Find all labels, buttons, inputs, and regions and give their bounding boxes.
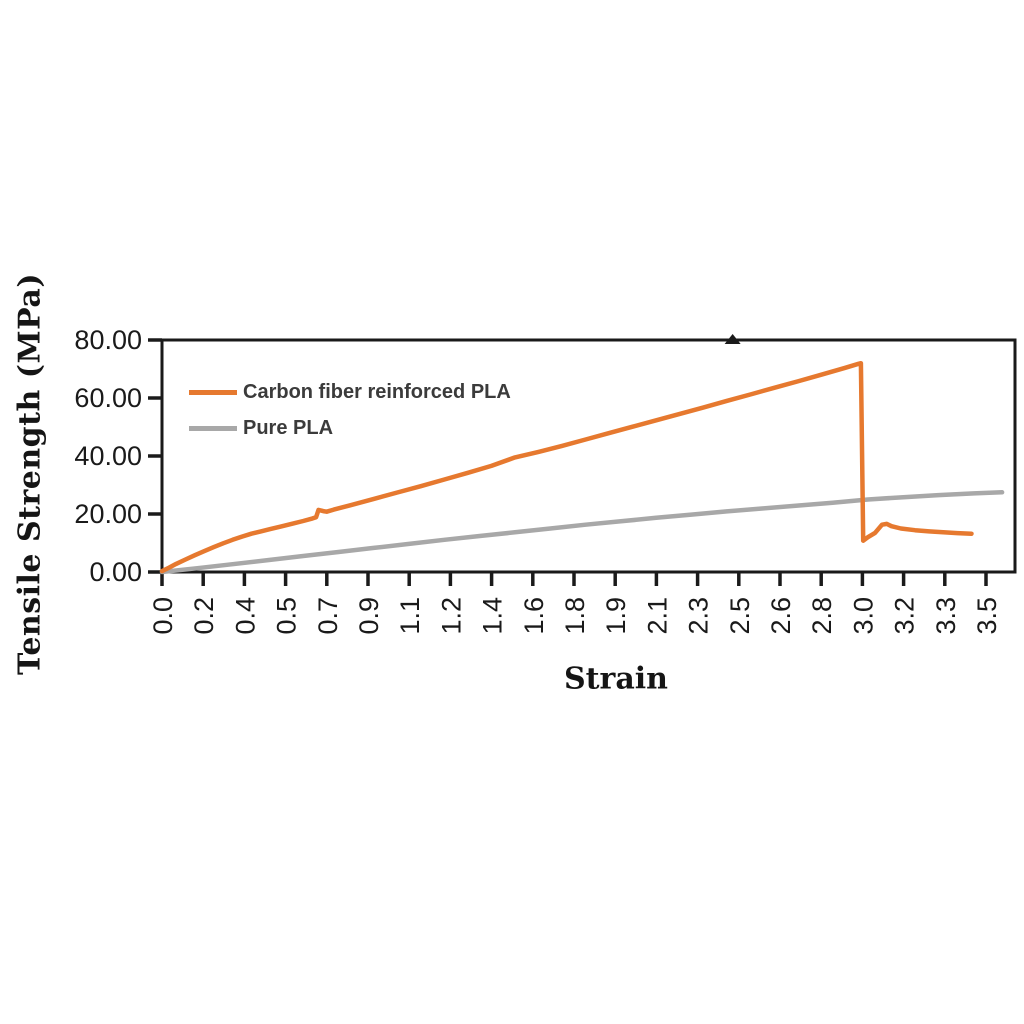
x-tick-label: 2.6	[766, 597, 796, 635]
y-axis-title: Tensile Strength (MPa)	[12, 272, 48, 676]
x-tick-label: 0.9	[354, 597, 384, 635]
x-tick-label: 3.0	[848, 597, 878, 635]
x-tick-label: 0.7	[313, 597, 343, 635]
x-tick-label: 1.2	[436, 597, 466, 635]
x-tick-label: 1.8	[560, 597, 590, 635]
legend-item-pure-pla: Pure PLA	[189, 417, 511, 440]
x-tick-label: 2.5	[725, 597, 755, 635]
legend-item-carbon-fiber: Carbon fiber reinforced PLA	[189, 381, 511, 404]
y-tick-label: 40.00	[74, 441, 142, 471]
x-tick-label: 3.2	[890, 597, 920, 635]
x-tick-label: 2.8	[807, 597, 837, 635]
x-tick-label: 2.3	[684, 597, 714, 635]
x-tick-label: 0.0	[148, 597, 178, 635]
legend: Carbon fiber reinforced PLA Pure PLA	[189, 381, 511, 440]
pure-pla-line	[159, 490, 1005, 575]
y-tick-label: 80.00	[74, 325, 142, 355]
y-tick-label: 60.00	[74, 383, 142, 413]
x-tick-label: 0.5	[272, 597, 302, 635]
x-tick-label: 1.1	[395, 597, 425, 635]
x-tick-label: 1.9	[601, 597, 631, 635]
carbon-fiber-reinforced-pla-line	[159, 360, 974, 574]
carbon-fiber-legend-line	[189, 390, 237, 395]
x-tick-label: 3.5	[972, 597, 1002, 635]
legend-label: Pure PLA	[243, 417, 334, 439]
legend-label: Carbon fiber reinforced PLA	[243, 381, 511, 403]
y-tick-label: 0.00	[89, 557, 142, 587]
y-tick-label: 20.00	[74, 499, 142, 529]
pure-pla-legend-line	[189, 426, 237, 431]
x-tick-label: 2.1	[642, 597, 672, 635]
x-tick-label: 1.4	[478, 597, 508, 635]
x-tick-label: 0.2	[189, 597, 219, 635]
x-tick-label: 3.3	[931, 597, 961, 635]
x-tick-label: 0.4	[230, 597, 260, 635]
x-axis-title: Strain	[564, 661, 668, 697]
top-axis-marker	[724, 334, 741, 344]
x-tick-label: 1.6	[519, 597, 549, 635]
plot-frame	[160, 338, 1017, 574]
